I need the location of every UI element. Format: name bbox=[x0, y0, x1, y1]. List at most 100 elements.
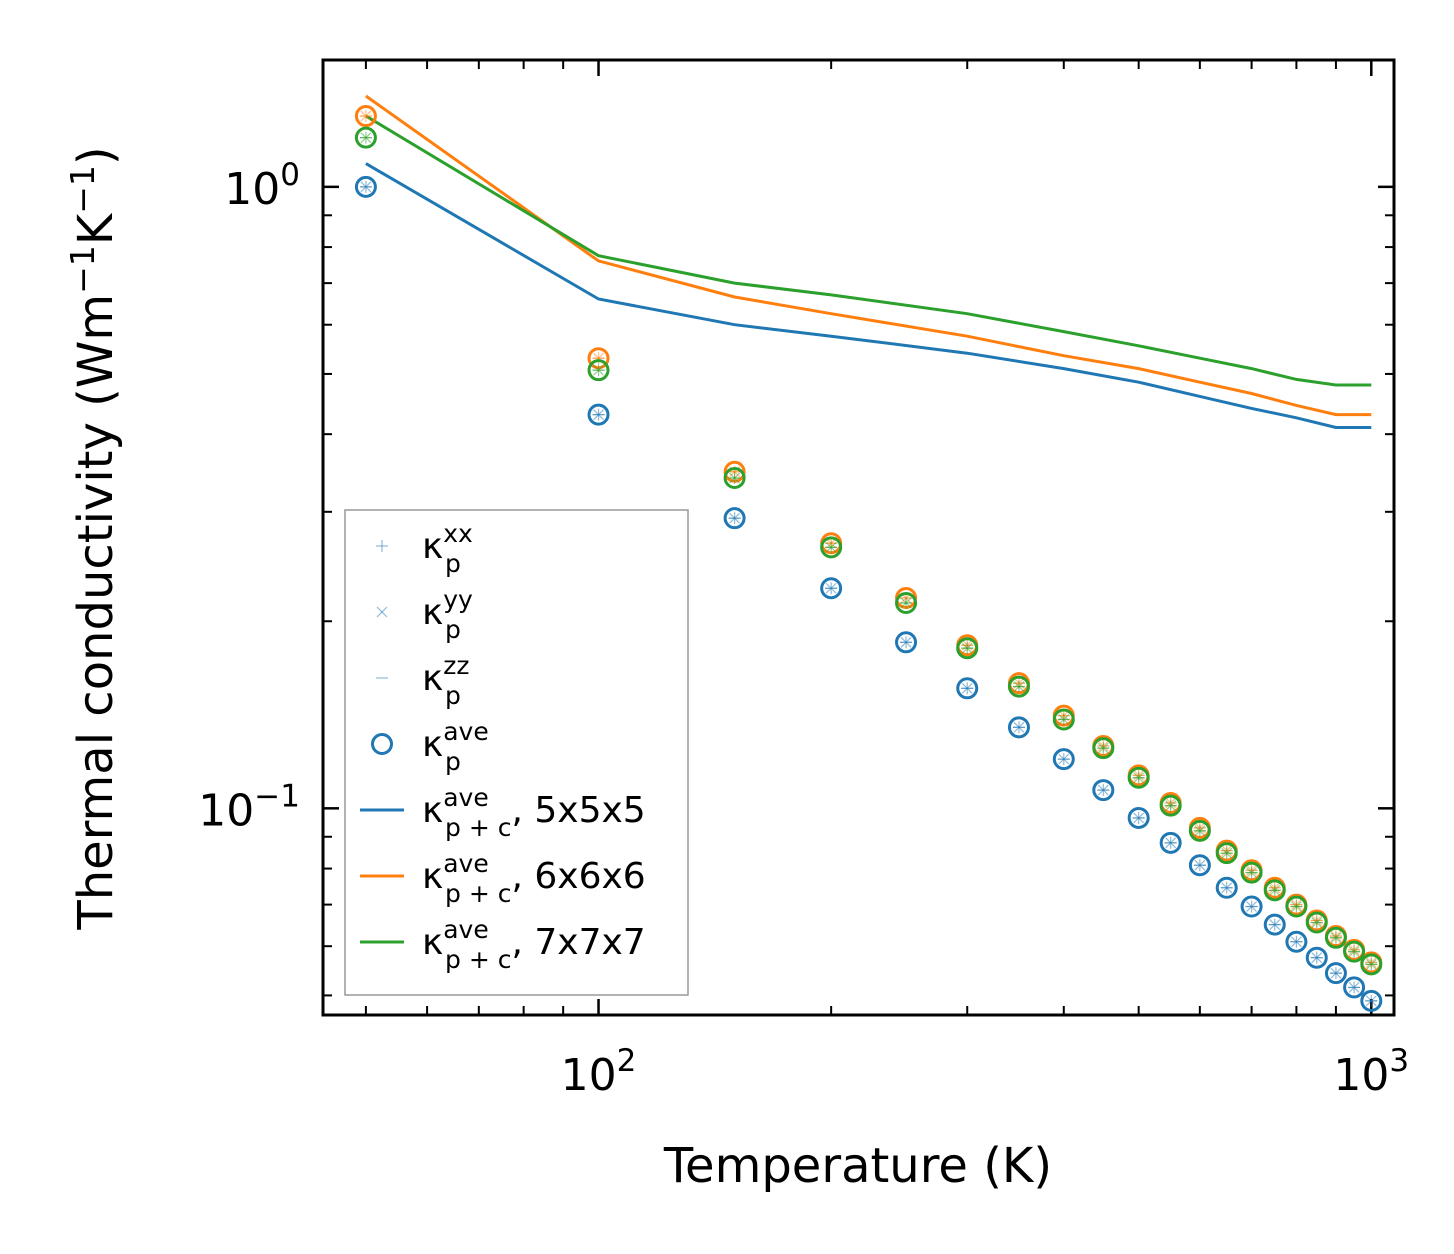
data-point-7x7x7 bbox=[1188, 819, 1211, 842]
line-series bbox=[365, 94, 1372, 429]
data-point-7x7x7 bbox=[1360, 953, 1383, 976]
y-label-main: Thermal conductivity (Wm bbox=[68, 294, 124, 931]
marker-circle bbox=[895, 631, 918, 654]
data-point-7x7x7 bbox=[1159, 794, 1182, 817]
data-point-5x5x5 bbox=[1324, 962, 1347, 985]
x-tick-base: 10 bbox=[1333, 1050, 1389, 1101]
data-point-7x7x7 bbox=[1092, 737, 1115, 760]
legend-label: κave p + c, 7x7x7 bbox=[422, 915, 646, 974]
marker-circle bbox=[371, 733, 393, 755]
marker-circle bbox=[1324, 962, 1347, 985]
marker-circle bbox=[1092, 737, 1115, 760]
marker-circle bbox=[1360, 953, 1383, 976]
legend-label: κxx p bbox=[422, 519, 473, 578]
data-point-5x5x5 bbox=[1285, 930, 1308, 953]
y-label-mid: K bbox=[68, 212, 124, 245]
marker-circle bbox=[1285, 895, 1308, 918]
data-point-7x7x7 bbox=[1263, 879, 1286, 902]
data-point-5x5x5 bbox=[1240, 895, 1263, 918]
marker-circle bbox=[1285, 930, 1308, 953]
marker-circle bbox=[354, 175, 377, 198]
marker-circle bbox=[587, 359, 610, 382]
data-point-5x5x5 bbox=[1215, 876, 1238, 899]
legend-suffix: , 6x6x6 bbox=[511, 856, 645, 897]
legend-superscript: ave bbox=[443, 849, 489, 878]
x-tick-base: 10 bbox=[561, 1050, 617, 1101]
data-point-5x5x5 bbox=[587, 403, 610, 426]
x-tick-label: 103 bbox=[1333, 1043, 1409, 1101]
marker-circle bbox=[1052, 748, 1075, 771]
marker-circle bbox=[1127, 806, 1150, 829]
plot-frame bbox=[321, 58, 1396, 1017]
y-tick-base: 10 bbox=[198, 785, 254, 836]
marker-circle bbox=[1127, 766, 1150, 789]
line-5x5x5 bbox=[365, 162, 1372, 429]
data-point-5x5x5 bbox=[1305, 946, 1328, 969]
data-point-5x5x5 bbox=[1007, 716, 1030, 739]
data-point-5x5x5 bbox=[820, 577, 843, 600]
data-point-7x7x7 bbox=[1343, 940, 1366, 963]
marker-circle bbox=[1188, 854, 1211, 877]
data-point-5x5x5 bbox=[1092, 779, 1115, 802]
marker-circle bbox=[1092, 779, 1115, 802]
point-series bbox=[354, 105, 1383, 1012]
marker-circle bbox=[1263, 913, 1286, 936]
legend-symbol: κ bbox=[422, 526, 443, 567]
data-point-7x7x7 bbox=[354, 126, 377, 149]
marker-circle bbox=[820, 577, 843, 600]
data-point-7x7x7 bbox=[1240, 861, 1263, 884]
legend-superscript: ave bbox=[443, 783, 489, 812]
legend-subscript: p + c bbox=[445, 879, 511, 908]
marker-circle bbox=[895, 591, 918, 614]
y-tick-exponent: −1 bbox=[254, 778, 300, 814]
marker-circle bbox=[354, 105, 377, 128]
marker-circle bbox=[1360, 989, 1383, 1012]
legend-box bbox=[344, 509, 689, 996]
legend-entry: κave p + c, 7x7x7 bbox=[360, 915, 646, 974]
line-7x7x7 bbox=[365, 114, 1372, 387]
legend-entry: κyy p bbox=[376, 585, 473, 644]
data-point-7x7x7 bbox=[1007, 675, 1030, 698]
marker-circle bbox=[1007, 675, 1030, 698]
marker-circle bbox=[587, 403, 610, 426]
legend-symbol: κ bbox=[422, 724, 443, 765]
legend-superscript: xx bbox=[443, 519, 473, 548]
marker-circle bbox=[1263, 879, 1286, 902]
y-tick-base: 10 bbox=[224, 164, 280, 215]
line-6x6x6 bbox=[365, 94, 1372, 417]
data-point-6x6x6 bbox=[354, 105, 377, 128]
legend-suffix: , 5x5x5 bbox=[511, 790, 645, 831]
marker-circle bbox=[1343, 940, 1366, 963]
legend-entry: κxx p bbox=[376, 519, 473, 578]
x-tick-label: 102 bbox=[561, 1043, 637, 1101]
data-point-5x5x5 bbox=[895, 631, 918, 654]
legend-superscript: ave bbox=[443, 717, 489, 746]
marker-circle bbox=[723, 467, 746, 490]
legend-symbol: κ bbox=[422, 856, 443, 897]
data-point-7x7x7 bbox=[587, 359, 610, 382]
marker-circle bbox=[956, 677, 979, 700]
data-point-5x5x5 bbox=[1188, 854, 1211, 877]
data-point-7x7x7 bbox=[1052, 708, 1075, 731]
marker-circle bbox=[1305, 946, 1328, 969]
legend-entry: κave p bbox=[371, 717, 489, 776]
data-point-7x7x7 bbox=[1285, 895, 1308, 918]
data-point-7x7x7 bbox=[820, 536, 843, 559]
legend-suffix: , 7x7x7 bbox=[511, 922, 645, 963]
marker-cross-b bbox=[376, 606, 388, 618]
marker-circle bbox=[1159, 794, 1182, 817]
legend-subscript: p + c bbox=[445, 813, 511, 842]
legend-symbol: κ bbox=[422, 592, 443, 633]
legend-symbol: κ bbox=[422, 790, 443, 831]
marker-circle bbox=[1215, 842, 1238, 865]
data-point-5x5x5 bbox=[1052, 748, 1075, 771]
data-point-5x5x5 bbox=[1159, 831, 1182, 854]
legend-label: κave p + c, 6x6x6 bbox=[422, 849, 646, 908]
marker-circle bbox=[820, 536, 843, 559]
y-axis-label: Thermal conductivity (Wm−1K−1) bbox=[63, 146, 124, 930]
legend-entry: κave p + c, 6x6x6 bbox=[360, 849, 646, 908]
x-tick-exponent: 2 bbox=[617, 1043, 637, 1079]
marker-circle bbox=[1324, 926, 1347, 949]
y-tick-label: 100 bbox=[224, 157, 300, 215]
